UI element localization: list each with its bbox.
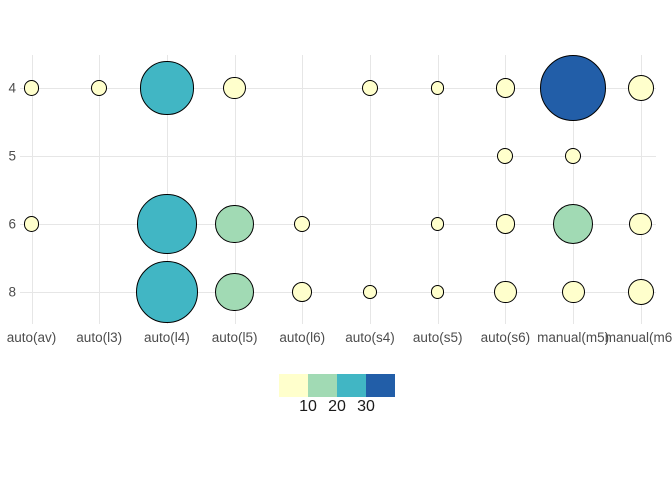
bubble-manual-m6-cyl4 xyxy=(627,75,654,101)
bubble-auto-l5-cyl8 xyxy=(215,272,254,312)
y-tick-4: 4 xyxy=(8,80,16,96)
bubble-auto-s6-cyl8 xyxy=(493,280,517,304)
gridline-col-auto-l5 xyxy=(234,55,236,324)
bubble-auto-l4-cyl8 xyxy=(136,261,198,323)
bubble-auto-s6-cyl5 xyxy=(497,148,514,164)
bubble-auto-s4-cyl4 xyxy=(362,80,378,96)
bubble-auto-s5-cyl4 xyxy=(430,81,445,95)
bubble-manual-m5-cyl5 xyxy=(565,148,582,164)
gridline-row-4 xyxy=(20,88,656,89)
legend-swatch-3 xyxy=(366,373,395,397)
gridline-col-auto-s5 xyxy=(437,55,439,324)
gridline-row-8 xyxy=(20,292,656,293)
x-tick-manual-m6: manual(m6) xyxy=(604,329,672,345)
x-tick-auto-l3: auto(l3) xyxy=(76,329,123,345)
legend-tick-10: 10 xyxy=(299,398,317,415)
bubble-manual-m5-cyl8 xyxy=(561,280,585,304)
x-tick-auto-l5: auto(l5) xyxy=(211,329,258,345)
bubble-auto-s5-cyl6 xyxy=(430,217,445,231)
gridline-col-auto-av xyxy=(31,55,33,324)
gridline-col-auto-s4 xyxy=(370,55,371,324)
bubble-manual-m6-cyl6 xyxy=(629,212,653,236)
x-tick-auto-l4: auto(l4) xyxy=(144,329,190,345)
bubble-auto-s6-cyl4 xyxy=(495,78,516,98)
legend-swatch-2 xyxy=(337,373,366,397)
x-tick-auto-s5: auto(s5) xyxy=(412,329,463,345)
gridline-row-6 xyxy=(20,224,656,225)
legend-swatch-0 xyxy=(279,373,308,397)
bubble-auto-s5-cyl8 xyxy=(430,285,445,299)
y-tick-8: 8 xyxy=(8,284,16,300)
legend-tick-20: 20 xyxy=(328,398,346,415)
legend-tick-30: 30 xyxy=(357,398,375,415)
bubble-auto-s4-cyl8 xyxy=(363,285,377,299)
bubble-auto-l4-cyl4 xyxy=(140,61,194,115)
bubble-auto-s6-cyl6 xyxy=(495,214,516,234)
bubble-auto-l6-cyl6 xyxy=(294,216,311,232)
bubble-auto-l5-cyl4 xyxy=(223,76,247,100)
gridline-col-auto-l3 xyxy=(99,55,101,324)
x-tick-manual-m5: manual(m5) xyxy=(537,329,610,345)
bubble-auto-l5-cyl6 xyxy=(215,204,254,244)
gridline-row-5 xyxy=(20,156,656,157)
bubble-auto-av-cyl4 xyxy=(23,80,40,96)
gridline-col-auto-l6 xyxy=(302,55,304,324)
x-tick-auto-s6: auto(s6) xyxy=(480,329,531,345)
legend-swatch-1 xyxy=(308,373,337,397)
bubble-manual-m5-cyl6 xyxy=(553,203,594,245)
x-tick-auto-l6: auto(l6) xyxy=(279,329,326,345)
bubble-auto-l4-cyl6 xyxy=(137,194,197,254)
bubble-auto-l6-cyl8 xyxy=(292,282,313,302)
x-tick-auto-av: auto(av) xyxy=(6,329,57,345)
gridline-col-auto-s6 xyxy=(505,55,507,324)
y-tick-6: 6 xyxy=(8,216,16,232)
bubble-manual-m5-cyl4 xyxy=(540,55,607,121)
gridline-col-auto-l4 xyxy=(166,55,168,324)
bubble-auto-av-cyl6 xyxy=(23,216,40,232)
gridline-col-manual-m6 xyxy=(640,55,642,324)
gridline-col-manual-m5 xyxy=(573,55,575,324)
bubble-manual-m6-cyl8 xyxy=(627,279,654,305)
y-tick-5: 5 xyxy=(8,148,16,164)
x-tick-auto-s4: auto(s4) xyxy=(345,329,395,345)
bubble-auto-l3-cyl4 xyxy=(91,80,108,96)
